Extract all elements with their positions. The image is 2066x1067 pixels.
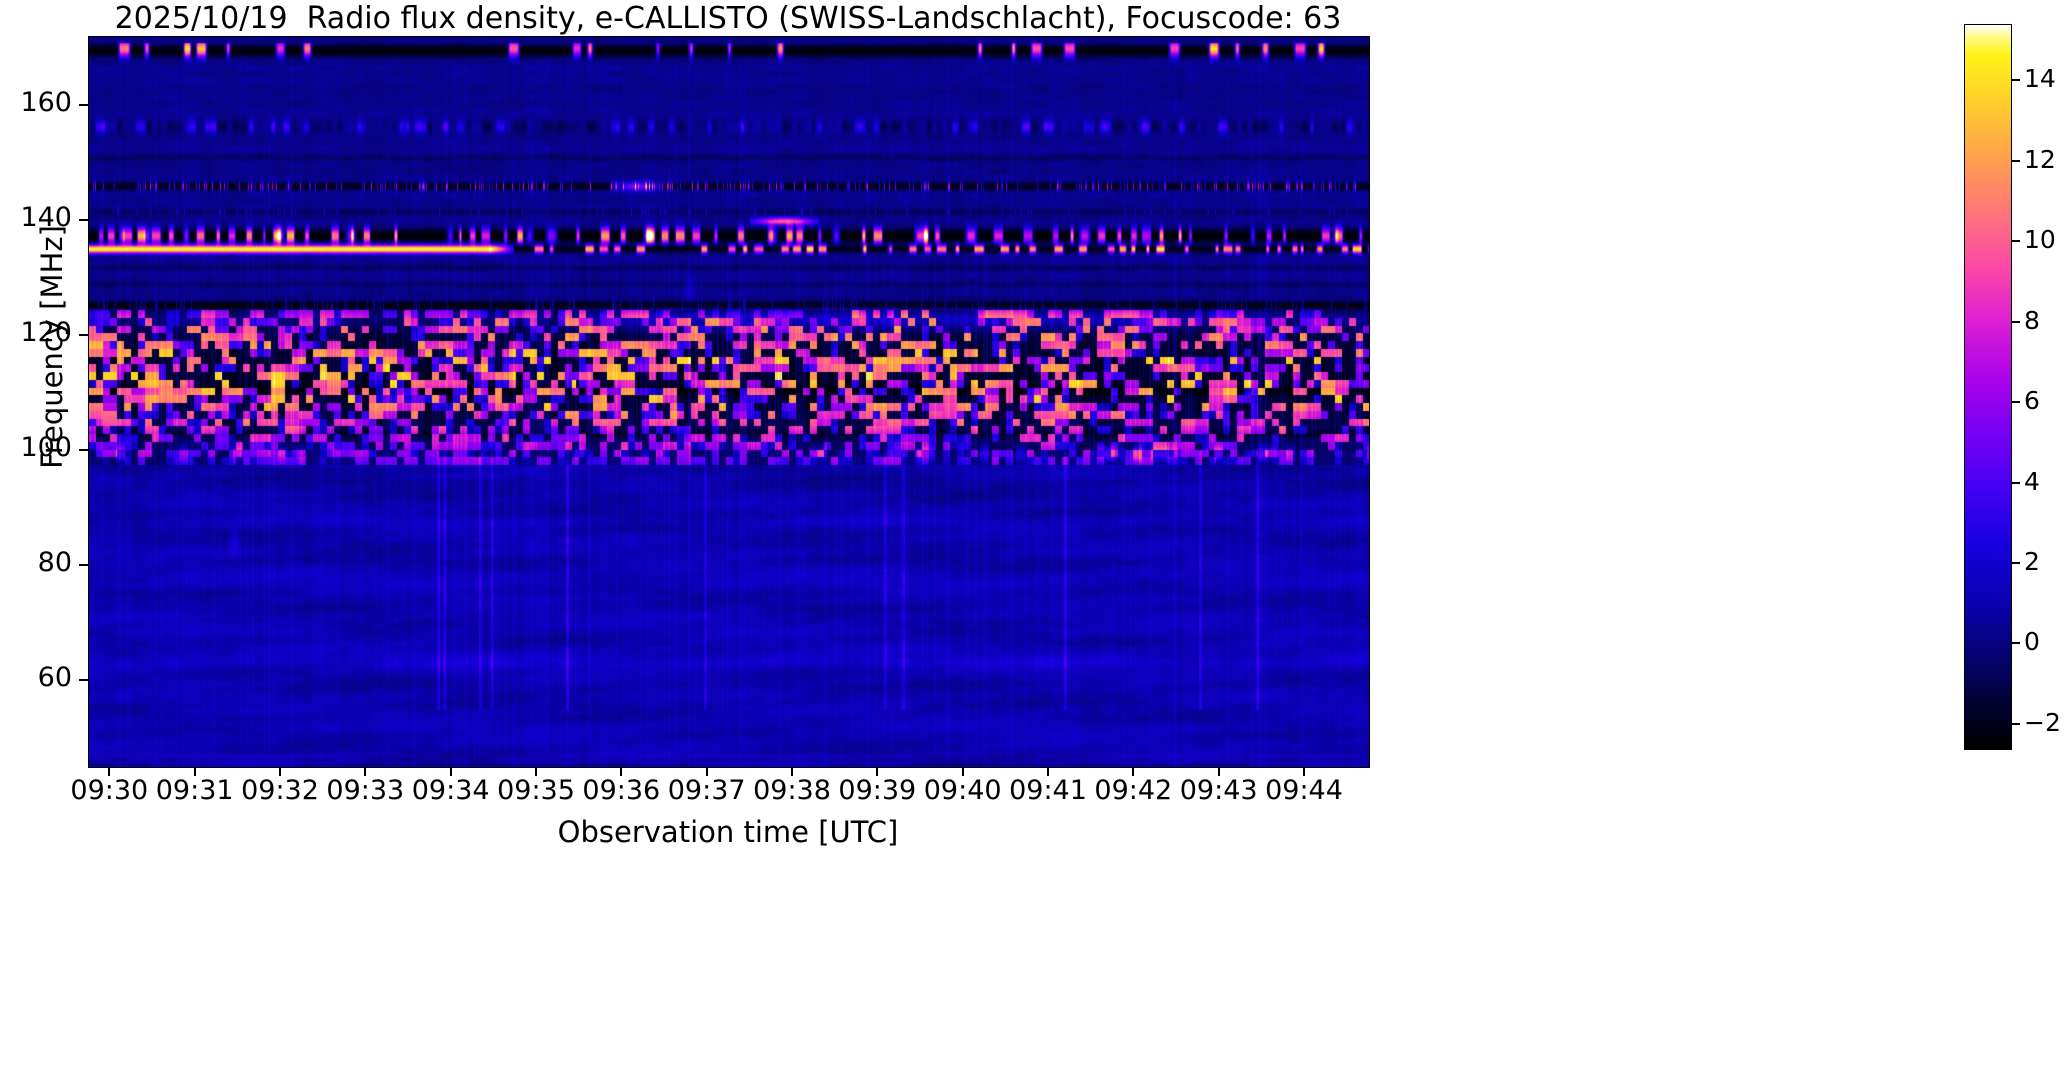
x-tick-mark bbox=[791, 767, 793, 776]
page-title: 2025/10/19 Radio flux density, e-CALLIST… bbox=[114, 1, 1342, 36]
spectrogram-plot-area[interactable] bbox=[88, 36, 1370, 768]
x-tick-label-09-39: 09:39 bbox=[838, 775, 917, 806]
y-tick-mark bbox=[79, 448, 88, 451]
y-tick-label-140: 140 bbox=[20, 201, 72, 233]
x-tick-mark bbox=[705, 767, 708, 776]
x-tick-mark bbox=[535, 767, 537, 776]
x-tick-label-09-35: 09:35 bbox=[497, 775, 575, 806]
y-tick-label-100: 100 bbox=[20, 431, 72, 463]
y-tick-label-160: 160 bbox=[20, 86, 72, 118]
x-axis-label: Observation time [UTC] bbox=[557, 815, 899, 849]
y-tick-label-80: 80 bbox=[37, 546, 72, 578]
colorbar-tick-label: 12 bbox=[2024, 144, 2056, 174]
colorbar-tick-mark bbox=[2011, 159, 2020, 162]
colorbar-tick-mark bbox=[2011, 401, 2020, 404]
x-tick-mark bbox=[1047, 767, 1049, 776]
colorbar-tick-mark bbox=[2011, 722, 2020, 725]
y-tick-label-60: 60 bbox=[37, 661, 72, 693]
colorbar-tick-mark bbox=[2011, 561, 2020, 564]
colorbar-tick-mark bbox=[2011, 240, 2020, 243]
y-tick-mark bbox=[79, 103, 88, 106]
x-tick-label-09-33: 09:33 bbox=[326, 775, 405, 806]
colorbar-tick-label: 6 bbox=[2024, 386, 2040, 416]
colorbar-tick-label: 0 bbox=[2024, 627, 2040, 657]
y-tick-mark bbox=[79, 563, 88, 566]
x-tick-label-09-37: 09:37 bbox=[667, 775, 746, 806]
y-tick-mark bbox=[79, 218, 88, 221]
spectrogram-canvas bbox=[89, 37, 1369, 767]
x-tick-label-09-43: 09:43 bbox=[1179, 775, 1258, 806]
x-tick-mark bbox=[279, 767, 281, 776]
x-tick-label-09-40: 09:40 bbox=[923, 775, 1002, 806]
y-tick-mark bbox=[79, 333, 88, 336]
x-tick-label-09-30: 09:30 bbox=[70, 775, 149, 806]
colorbar-tick-label: 14 bbox=[2024, 64, 2056, 94]
x-tick-label-09-44: 09:44 bbox=[1265, 775, 1343, 806]
y-tick-label-120: 120 bbox=[20, 316, 72, 348]
colorbar-tick-mark bbox=[2011, 642, 2020, 645]
x-tick-mark bbox=[961, 767, 964, 776]
x-tick-label-09-38: 09:38 bbox=[753, 775, 831, 806]
x-tick-mark bbox=[193, 767, 196, 776]
colorbar-tick-label: 2 bbox=[2024, 546, 2040, 576]
colorbar-tick-label: −2 bbox=[2024, 707, 2061, 737]
colorbar-gradient bbox=[1965, 25, 2011, 749]
colorbar-tick-mark bbox=[2011, 481, 2020, 484]
x-tick-mark bbox=[876, 767, 879, 776]
colorbar-tick-label: 8 bbox=[2024, 305, 2040, 335]
colorbar-tick-label: 4 bbox=[2024, 466, 2040, 496]
y-tick-mark bbox=[79, 678, 88, 681]
x-tick-label-09-31: 09:31 bbox=[155, 775, 234, 806]
x-tick-mark bbox=[108, 767, 111, 776]
x-tick-mark bbox=[1217, 767, 1220, 776]
x-tick-label-09-36: 09:36 bbox=[582, 775, 661, 806]
colorbar-tick-label: 10 bbox=[2024, 225, 2056, 255]
colorbar-tick-mark bbox=[2011, 79, 2020, 82]
colorbar[interactable] bbox=[1964, 24, 2012, 750]
x-tick-label-09-34: 09:34 bbox=[411, 775, 490, 806]
x-tick-mark bbox=[620, 767, 623, 776]
x-tick-mark bbox=[449, 767, 452, 776]
x-tick-label-09-41: 09:41 bbox=[1009, 775, 1087, 806]
x-tick-label-09-42: 09:42 bbox=[1094, 775, 1173, 806]
x-tick-mark bbox=[1303, 767, 1305, 776]
colorbar-tick-mark bbox=[2011, 320, 2020, 323]
x-tick-mark bbox=[364, 767, 367, 776]
x-tick-mark bbox=[1132, 767, 1135, 776]
x-tick-label-09-32: 09:32 bbox=[241, 775, 319, 806]
